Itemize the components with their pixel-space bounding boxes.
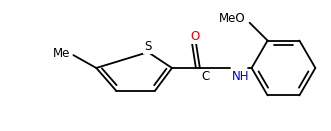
Text: S: S [144,40,152,53]
Text: O: O [190,30,200,43]
Text: C: C [202,70,210,83]
Text: Me: Me [53,47,70,60]
Text: MeO: MeO [218,12,245,25]
Text: NH: NH [232,70,249,83]
